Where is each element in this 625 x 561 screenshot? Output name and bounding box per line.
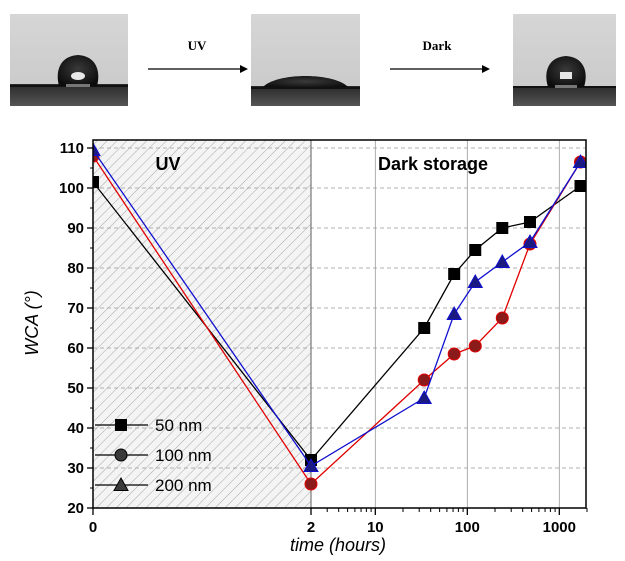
data-point	[467, 273, 484, 288]
data-point	[304, 477, 318, 491]
legend-marker	[114, 448, 128, 462]
y-tick-label: 110	[60, 140, 84, 157]
y-tick-label: 40	[67, 420, 84, 437]
legend-item: 100 nm	[95, 446, 212, 465]
data-point	[495, 311, 509, 325]
y-tick-label: 70	[67, 300, 84, 317]
y-tick-label: 100	[59, 180, 84, 197]
legend-marker	[115, 419, 127, 431]
data-point	[469, 244, 482, 256]
data-point	[496, 222, 509, 234]
plot-frame	[92, 139, 587, 509]
y-tick-label: 90	[67, 220, 84, 237]
legend-label: 100 nm	[155, 446, 212, 465]
legend-item: 200 nm	[95, 476, 212, 495]
legend-label: 200 nm	[155, 476, 212, 495]
y-tick-label: 20	[67, 500, 84, 517]
x-tick-label: 10	[367, 519, 384, 536]
data-point	[93, 176, 99, 188]
data-point	[93, 141, 101, 156]
arrow-dark-label: Dark	[423, 38, 453, 53]
series-200-nm	[93, 141, 586, 472]
data-point	[417, 373, 431, 387]
series-layer	[93, 141, 586, 491]
arrow-uv: UV	[148, 38, 248, 73]
y-tick-label: 50	[67, 380, 84, 397]
data-point	[447, 347, 461, 361]
data-point	[522, 233, 538, 248]
region-label-uv: UV	[155, 154, 180, 174]
y-tick-label: 60	[67, 340, 84, 357]
data-point	[523, 216, 536, 228]
legend-label: 50 nm	[155, 416, 202, 435]
uv-region-hatch	[93, 140, 311, 508]
x-tick-label: 1000	[543, 519, 576, 536]
data-point	[468, 339, 482, 353]
data-point	[494, 253, 511, 268]
y-axis-ticks: 20 30 40 50 60 70 80 90 100 110	[59, 140, 93, 517]
x-axis-ticks: 0 2 10 100 1000	[89, 508, 588, 536]
legend: 50 nm 100 nm 200 nm	[95, 416, 212, 495]
droplet-before-uv-image	[10, 14, 128, 106]
series-line	[93, 155, 582, 485]
wca-chart: 20 30 40 50 60 70 80 90 100 110 0 2 10 100 1000 UV Da…	[22, 139, 588, 555]
droplet-after-dark-image	[513, 14, 616, 106]
data-point	[446, 305, 463, 320]
arrow-uv-label: UV	[188, 38, 207, 53]
grid	[93, 140, 586, 508]
arrow-dark: Dark	[390, 38, 490, 73]
y-tick-label: 80	[67, 260, 84, 277]
data-point	[572, 153, 586, 168]
y-axis-title: WCA (°)	[22, 290, 42, 356]
legend-item: 50 nm	[95, 416, 202, 435]
data-point	[574, 180, 586, 192]
legend-marker	[113, 476, 129, 491]
data-point	[303, 457, 319, 472]
x-axis-title: time (hours)	[290, 535, 386, 555]
data-point	[418, 322, 431, 334]
x-tick-label: 0	[89, 519, 97, 536]
data-point	[448, 268, 461, 280]
x-tick-label: 2	[307, 519, 315, 536]
region-label-dark-storage: Dark storage	[378, 154, 488, 174]
x-tick-label: 100	[455, 519, 480, 536]
droplet-after-uv-image	[251, 14, 360, 106]
data-point	[416, 389, 433, 404]
y-tick-label: 30	[67, 460, 84, 477]
